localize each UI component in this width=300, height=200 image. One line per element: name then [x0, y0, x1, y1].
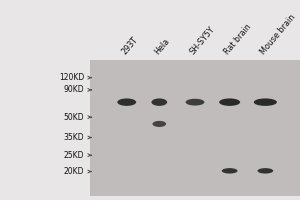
Text: 120KD: 120KD: [59, 73, 84, 82]
Text: Mouse brain: Mouse brain: [259, 12, 297, 56]
Ellipse shape: [222, 168, 238, 174]
Text: 293T: 293T: [120, 35, 140, 56]
Text: 90KD: 90KD: [63, 85, 84, 94]
Text: 50KD: 50KD: [63, 113, 84, 122]
Text: 20KD: 20KD: [64, 167, 84, 176]
Text: 35KD: 35KD: [63, 133, 84, 142]
Ellipse shape: [152, 98, 167, 106]
Text: Rat brain: Rat brain: [223, 22, 253, 56]
Ellipse shape: [185, 99, 204, 106]
Text: SH-SY5Y: SH-SY5Y: [188, 24, 217, 56]
Bar: [90, 60, 300, 196]
Ellipse shape: [152, 121, 166, 127]
Text: 25KD: 25KD: [64, 151, 84, 160]
Ellipse shape: [117, 98, 136, 106]
Ellipse shape: [219, 98, 240, 106]
Ellipse shape: [257, 168, 273, 174]
Ellipse shape: [254, 98, 277, 106]
Text: Hela: Hela: [152, 36, 171, 56]
